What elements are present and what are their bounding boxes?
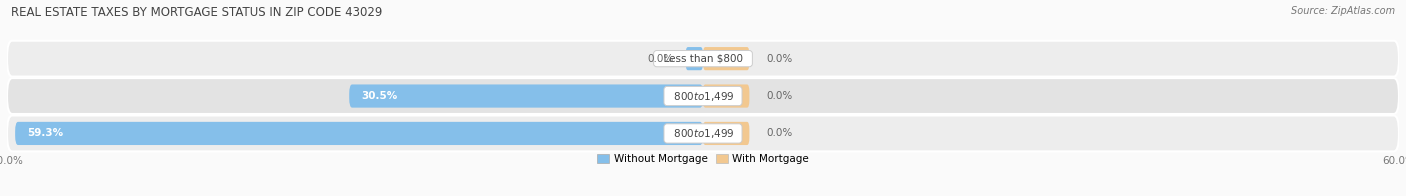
FancyBboxPatch shape	[349, 84, 703, 108]
FancyBboxPatch shape	[703, 122, 749, 145]
Text: REAL ESTATE TAXES BY MORTGAGE STATUS IN ZIP CODE 43029: REAL ESTATE TAXES BY MORTGAGE STATUS IN …	[11, 6, 382, 19]
FancyBboxPatch shape	[7, 78, 1399, 114]
Text: 30.5%: 30.5%	[361, 91, 396, 101]
Text: 0.0%: 0.0%	[766, 91, 793, 101]
Text: 0.0%: 0.0%	[648, 54, 673, 64]
FancyBboxPatch shape	[7, 41, 1399, 77]
FancyBboxPatch shape	[686, 47, 703, 70]
Text: Source: ZipAtlas.com: Source: ZipAtlas.com	[1291, 6, 1395, 16]
FancyBboxPatch shape	[703, 84, 749, 108]
FancyBboxPatch shape	[7, 115, 1399, 151]
Text: 59.3%: 59.3%	[27, 128, 63, 138]
Legend: Without Mortgage, With Mortgage: Without Mortgage, With Mortgage	[593, 150, 813, 168]
Text: $800 to $1,499: $800 to $1,499	[666, 127, 740, 140]
Text: 0.0%: 0.0%	[766, 54, 793, 64]
Text: 0.0%: 0.0%	[766, 128, 793, 138]
Text: Less than $800: Less than $800	[657, 54, 749, 64]
FancyBboxPatch shape	[703, 47, 749, 70]
Text: $800 to $1,499: $800 to $1,499	[666, 90, 740, 103]
FancyBboxPatch shape	[15, 122, 703, 145]
